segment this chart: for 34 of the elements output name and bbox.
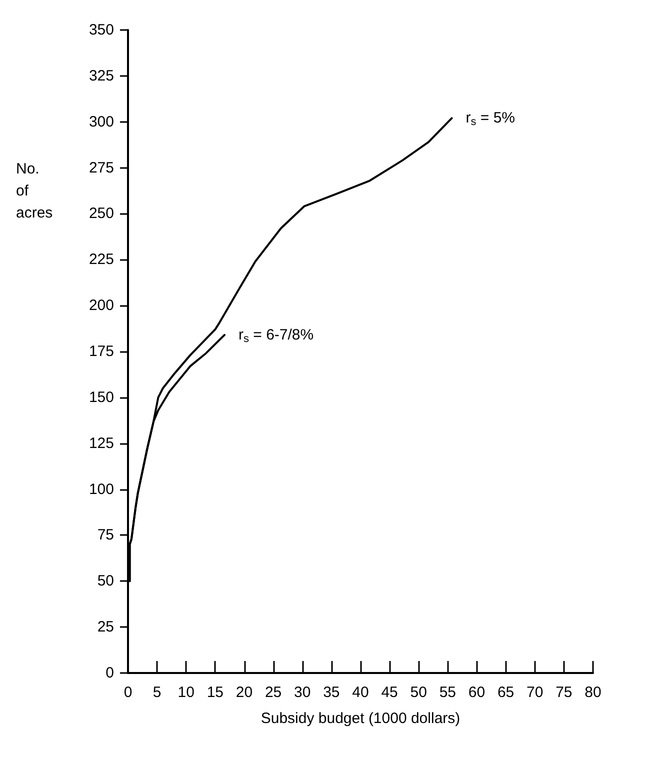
x-tick-label: 10 (178, 684, 194, 701)
x-tick-label: 45 (381, 684, 398, 701)
x-tick-label: 25 (264, 684, 282, 701)
x-tick-label: 40 (352, 684, 369, 701)
x-tick-label: 5 (152, 684, 162, 701)
x-tick-label: 55 (439, 684, 456, 701)
y-tick-label: 50 (97, 572, 114, 590)
y-tick-label: 350 (88, 22, 114, 38)
x-tick-label: 0 (124, 684, 132, 701)
y-tick-label: 200 (88, 297, 114, 314)
x-tick-label: 65 (497, 684, 514, 701)
y-tick-label: 325 (88, 67, 114, 84)
y-tick-label: 275 (88, 159, 114, 176)
y-tick-label: 150 (88, 388, 114, 406)
y-tick-label: 125 (88, 434, 114, 452)
y-tick-label: 250 (88, 205, 114, 222)
y-tick-label: 300 (88, 113, 114, 130)
x-tick-label: 60 (468, 684, 486, 701)
x-tick-label: 75 (556, 684, 572, 701)
y-tick-label: 100 (88, 480, 114, 498)
y-tick-label: 0 (106, 664, 114, 682)
x-axis-title: Subsidy budget (1000 dollars) (260, 710, 460, 727)
y-tick-label: 175 (88, 343, 114, 360)
y-tick-label: 225 (88, 251, 114, 268)
x-tick-label: 80 (584, 684, 602, 701)
x-tick-label: 20 (236, 684, 253, 701)
x-tick-label: 50 (410, 684, 427, 701)
x-tick-label: 70 (526, 684, 544, 701)
x-tick-label: 35 (323, 684, 340, 701)
y-tick-label: 25 (97, 618, 114, 636)
y-axis-title: No. of acres (16, 160, 53, 222)
x-tick-label: 30 (294, 684, 311, 701)
x-tick-label: 15 (206, 684, 224, 701)
y-tick-label: 75 (97, 526, 114, 544)
